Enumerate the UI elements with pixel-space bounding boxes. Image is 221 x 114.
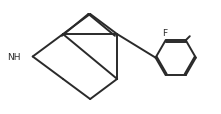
Text: NH: NH bbox=[8, 53, 21, 61]
Text: F: F bbox=[162, 29, 167, 38]
